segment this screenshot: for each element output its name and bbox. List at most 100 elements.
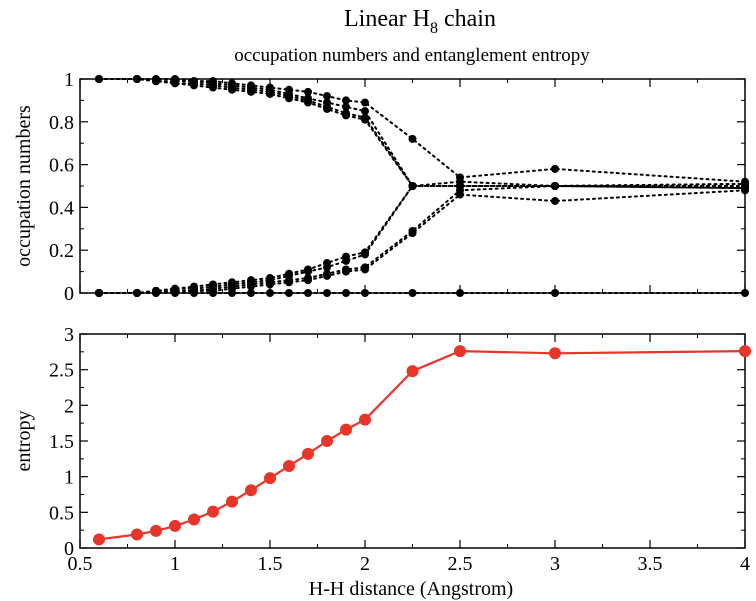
entropy-point — [406, 365, 419, 378]
occupation-point — [209, 83, 217, 92]
occupation-point — [171, 79, 179, 88]
entropy-point — [359, 413, 371, 426]
occupation-point — [323, 263, 331, 272]
occupation-point — [95, 289, 103, 297]
occupation-point — [342, 256, 350, 265]
y-axis-label-entropy: entropy — [13, 410, 35, 471]
y-tick-label: 0 — [64, 283, 74, 305]
occupation-point — [190, 289, 198, 297]
chart-title-suffix: chain — [438, 6, 496, 32]
occupation-series-line — [98, 185, 746, 294]
occupation-point — [266, 89, 274, 98]
occupation-point — [323, 289, 331, 297]
x-tick-label: 2 — [360, 553, 370, 575]
occupation-point — [551, 182, 559, 190]
occupation-point — [209, 289, 217, 297]
occupation-point — [247, 87, 255, 96]
chart-title-subscript: 8 — [430, 20, 438, 37]
occupation-point — [551, 196, 559, 205]
occupation-series-line — [98, 78, 746, 183]
occupation-point — [304, 98, 312, 107]
entropy-point — [264, 472, 276, 485]
occupation-point — [342, 289, 350, 297]
occupation-point — [152, 77, 160, 86]
occupation-series-line — [98, 184, 746, 294]
x-tick-label: 4 — [740, 553, 750, 575]
occupation-point — [228, 289, 236, 297]
entropy-point — [245, 484, 257, 497]
entropy-point — [207, 505, 219, 518]
x-tick-label: 1.5 — [258, 553, 283, 575]
y-tick-label: 0.8 — [49, 112, 74, 134]
y-tick-label: 0.2 — [49, 240, 74, 262]
occupation-point — [266, 280, 274, 289]
occupation-point — [361, 289, 369, 297]
x-axis-label: H-H distance (Angstrom) — [309, 578, 513, 600]
occupation-point — [741, 186, 749, 195]
y-tick-label: 1 — [64, 467, 74, 489]
entropy-point — [131, 528, 143, 541]
occupation-point — [95, 75, 103, 83]
occupation-point — [408, 289, 417, 297]
x-tick-label: 3.5 — [638, 553, 663, 575]
x-tick-label: 0.5 — [68, 553, 93, 575]
y-tick-label: 2 — [64, 395, 74, 417]
x-tick-label: 2.5 — [448, 553, 473, 575]
y-tick-label: 1 — [64, 69, 74, 91]
chart-title: Linear H8 chain — [344, 6, 496, 37]
occupation-point — [551, 164, 559, 173]
occupation-point — [456, 190, 464, 199]
entropy-series-line — [98, 349, 746, 541]
entropy-panel: 00.511.522.530.5 1 1.5 2 2.5 3 3.5 4 — [49, 324, 751, 575]
occupation-series-line — [98, 189, 746, 294]
occupation-series-line — [98, 78, 746, 190]
y-tick-label: 0.5 — [49, 502, 74, 524]
entropy-point — [150, 524, 162, 537]
chart-subtitle: occupation numbers and entanglement entr… — [234, 45, 590, 66]
occupation-point — [304, 276, 312, 285]
occupation-point — [342, 96, 350, 105]
y-tick-label: 0.6 — [49, 155, 74, 177]
entropy-point — [454, 345, 466, 358]
entropy-point — [321, 435, 333, 447]
occupation-point — [323, 92, 331, 101]
occupation-point — [285, 94, 293, 103]
occupation-point — [304, 289, 312, 297]
occupation-point — [408, 134, 417, 143]
occupation-series-line — [98, 78, 746, 187]
occupation-point — [304, 267, 312, 276]
occupation-point — [361, 107, 369, 116]
occupation-point — [342, 111, 350, 120]
occupation-point — [361, 98, 369, 107]
occupation-point — [551, 289, 559, 297]
y-tick-label: 2.5 — [49, 360, 74, 382]
entropy-point — [226, 495, 238, 508]
occupation-point — [190, 81, 198, 90]
occupation-point — [133, 289, 141, 297]
occupation-point — [247, 289, 255, 297]
entropy-point — [93, 533, 105, 546]
occupation-point — [133, 75, 141, 83]
occupation-point — [342, 267, 350, 276]
occupation-point — [285, 278, 293, 287]
y-axis-label-occupation: occupation numbers — [13, 105, 35, 267]
entropy-point — [169, 519, 181, 532]
occupation-point — [304, 87, 312, 96]
occupation-point — [361, 250, 369, 259]
entropy-point — [549, 347, 561, 360]
y-tick-label: 1.5 — [49, 431, 74, 453]
occupation-series-line — [98, 78, 746, 188]
y-tick-label: 3 — [64, 324, 74, 346]
entropy-point — [302, 447, 314, 460]
occupation-point — [323, 104, 331, 113]
occupation-point — [456, 289, 464, 297]
occupation-point — [171, 289, 179, 297]
occupation-point — [361, 115, 369, 124]
entropy-point — [340, 423, 352, 436]
x-tick-label: 1 — [170, 553, 180, 575]
occupation-point — [361, 265, 369, 274]
occupation-numbers-panel: 0 0.2 0.4 0.6 0.8 1 — [49, 69, 749, 305]
occupation-point — [408, 229, 417, 238]
occupation-point — [228, 85, 236, 94]
